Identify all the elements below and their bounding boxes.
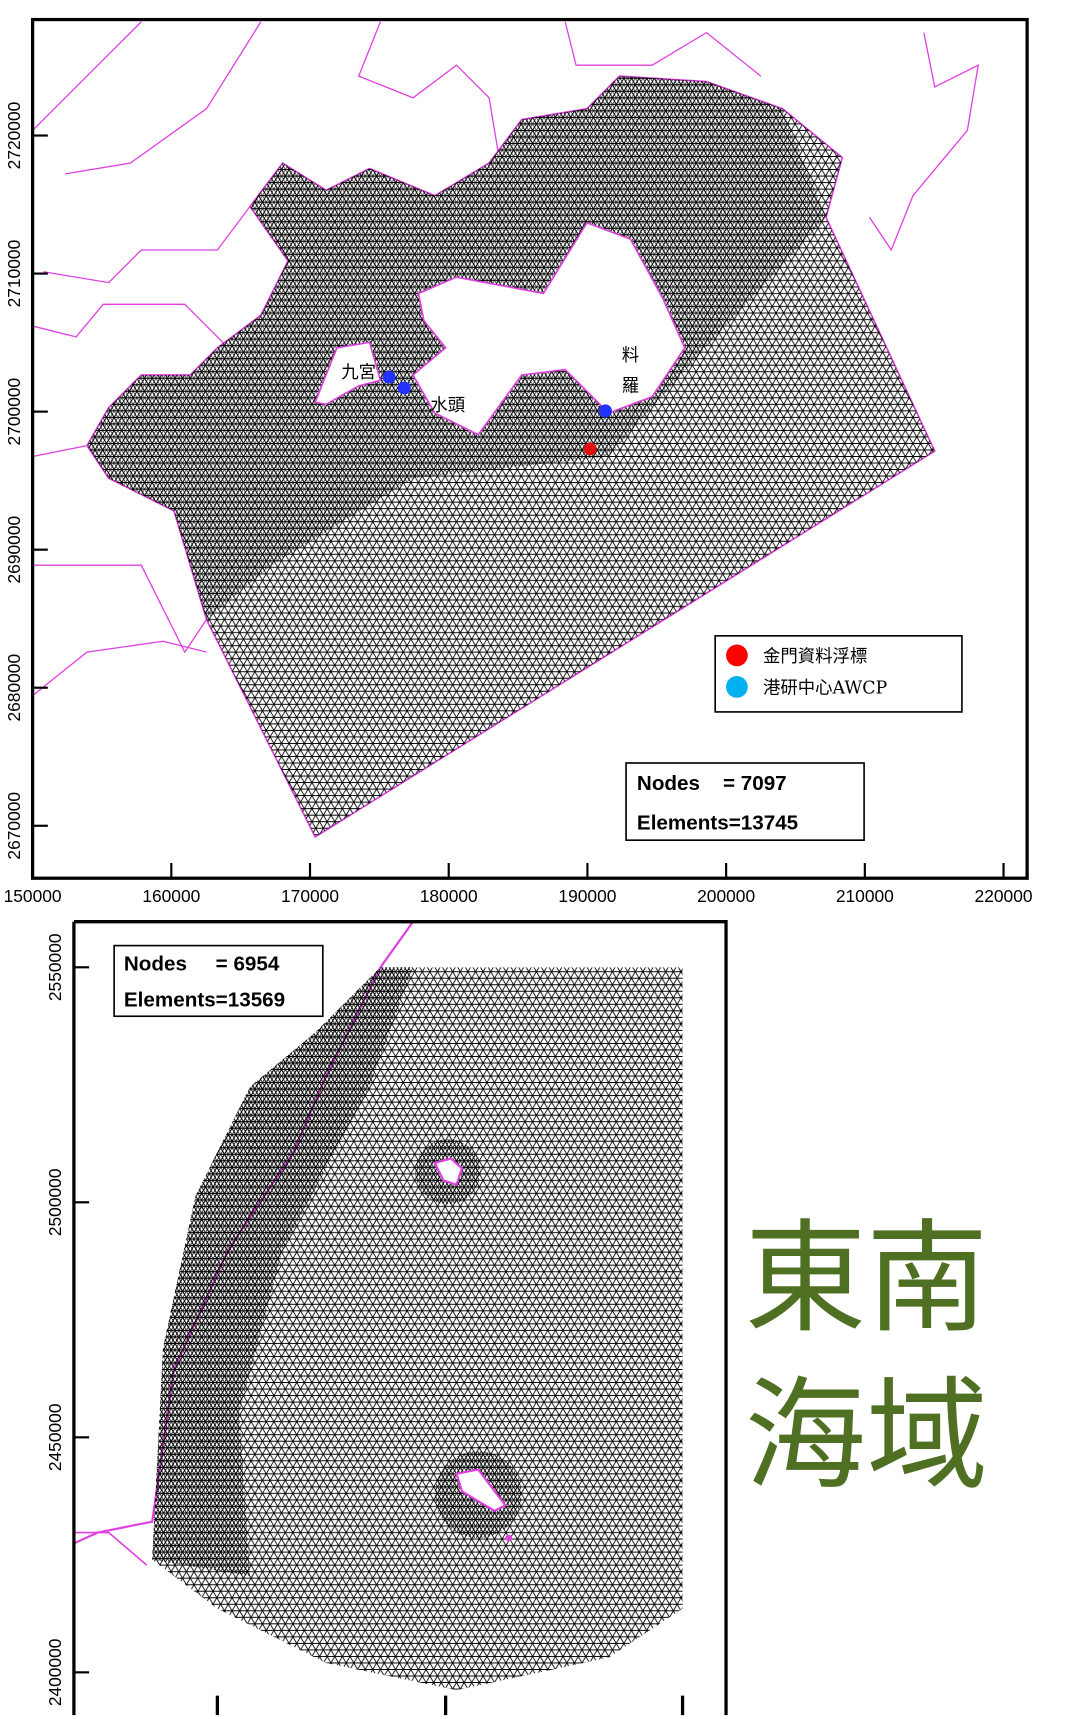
- islet: [505, 1535, 512, 1542]
- x-tick-label: 220000: [975, 886, 1033, 906]
- tick-mark: [217, 1696, 682, 1716]
- station: [599, 404, 612, 417]
- side-title: 海域: [745, 1365, 988, 1507]
- place-label: 料: [622, 346, 639, 366]
- legend-label: 港研中心AWCP: [763, 678, 887, 698]
- place-label: 九宮: [341, 363, 376, 383]
- y-tick-label: 2700000: [4, 378, 24, 446]
- y-tick-label: 2550000: [45, 933, 65, 1001]
- station: [383, 371, 396, 384]
- x-tick-label: 150000: [4, 886, 62, 906]
- y-tick-label: 2670000: [4, 792, 24, 860]
- y-tick-label: 2450000: [45, 1404, 65, 1472]
- station: [584, 442, 597, 455]
- side-title: 東南: [745, 1208, 988, 1350]
- y-tick-label: 2680000: [4, 654, 24, 722]
- y-tick-label: 2690000: [4, 516, 24, 584]
- bottom-map: [74, 922, 683, 1690]
- legend-marker: [726, 645, 748, 667]
- figure: 九宮 水頭 料 羅 Nodes = 7097 Elements=13745 No…: [4, 20, 1033, 1716]
- y-tick-label: 2710000: [4, 240, 24, 308]
- x-tick-label: 160000: [142, 886, 200, 906]
- stats-text: Elements=13745: [637, 811, 798, 834]
- place-label: 羅: [622, 376, 639, 396]
- x-tick-label: 180000: [420, 886, 478, 906]
- stats-text: Nodes = 6954: [124, 953, 280, 976]
- x-tick-label: 170000: [281, 886, 339, 906]
- stats-text: Nodes = 7097: [637, 772, 787, 795]
- y-tick-label: 2400000: [45, 1639, 65, 1707]
- stats-text: Elements=13569: [124, 988, 285, 1011]
- x-tick-label: 200000: [697, 886, 755, 906]
- legend-marker: [726, 676, 748, 698]
- y-tick-label: 2720000: [4, 102, 24, 170]
- y-tick-label: 2500000: [45, 1168, 65, 1236]
- page: 九宮 水頭 料 羅 Nodes = 7097 Elements=13745 No…: [0, 0, 1076, 1719]
- top-map: [33, 22, 979, 837]
- x-tick-label: 190000: [558, 886, 616, 906]
- station: [398, 382, 411, 395]
- place-label: 水頭: [430, 396, 465, 416]
- legend-label: 金門資料浮標: [763, 647, 867, 667]
- x-tick-label: 210000: [836, 886, 894, 906]
